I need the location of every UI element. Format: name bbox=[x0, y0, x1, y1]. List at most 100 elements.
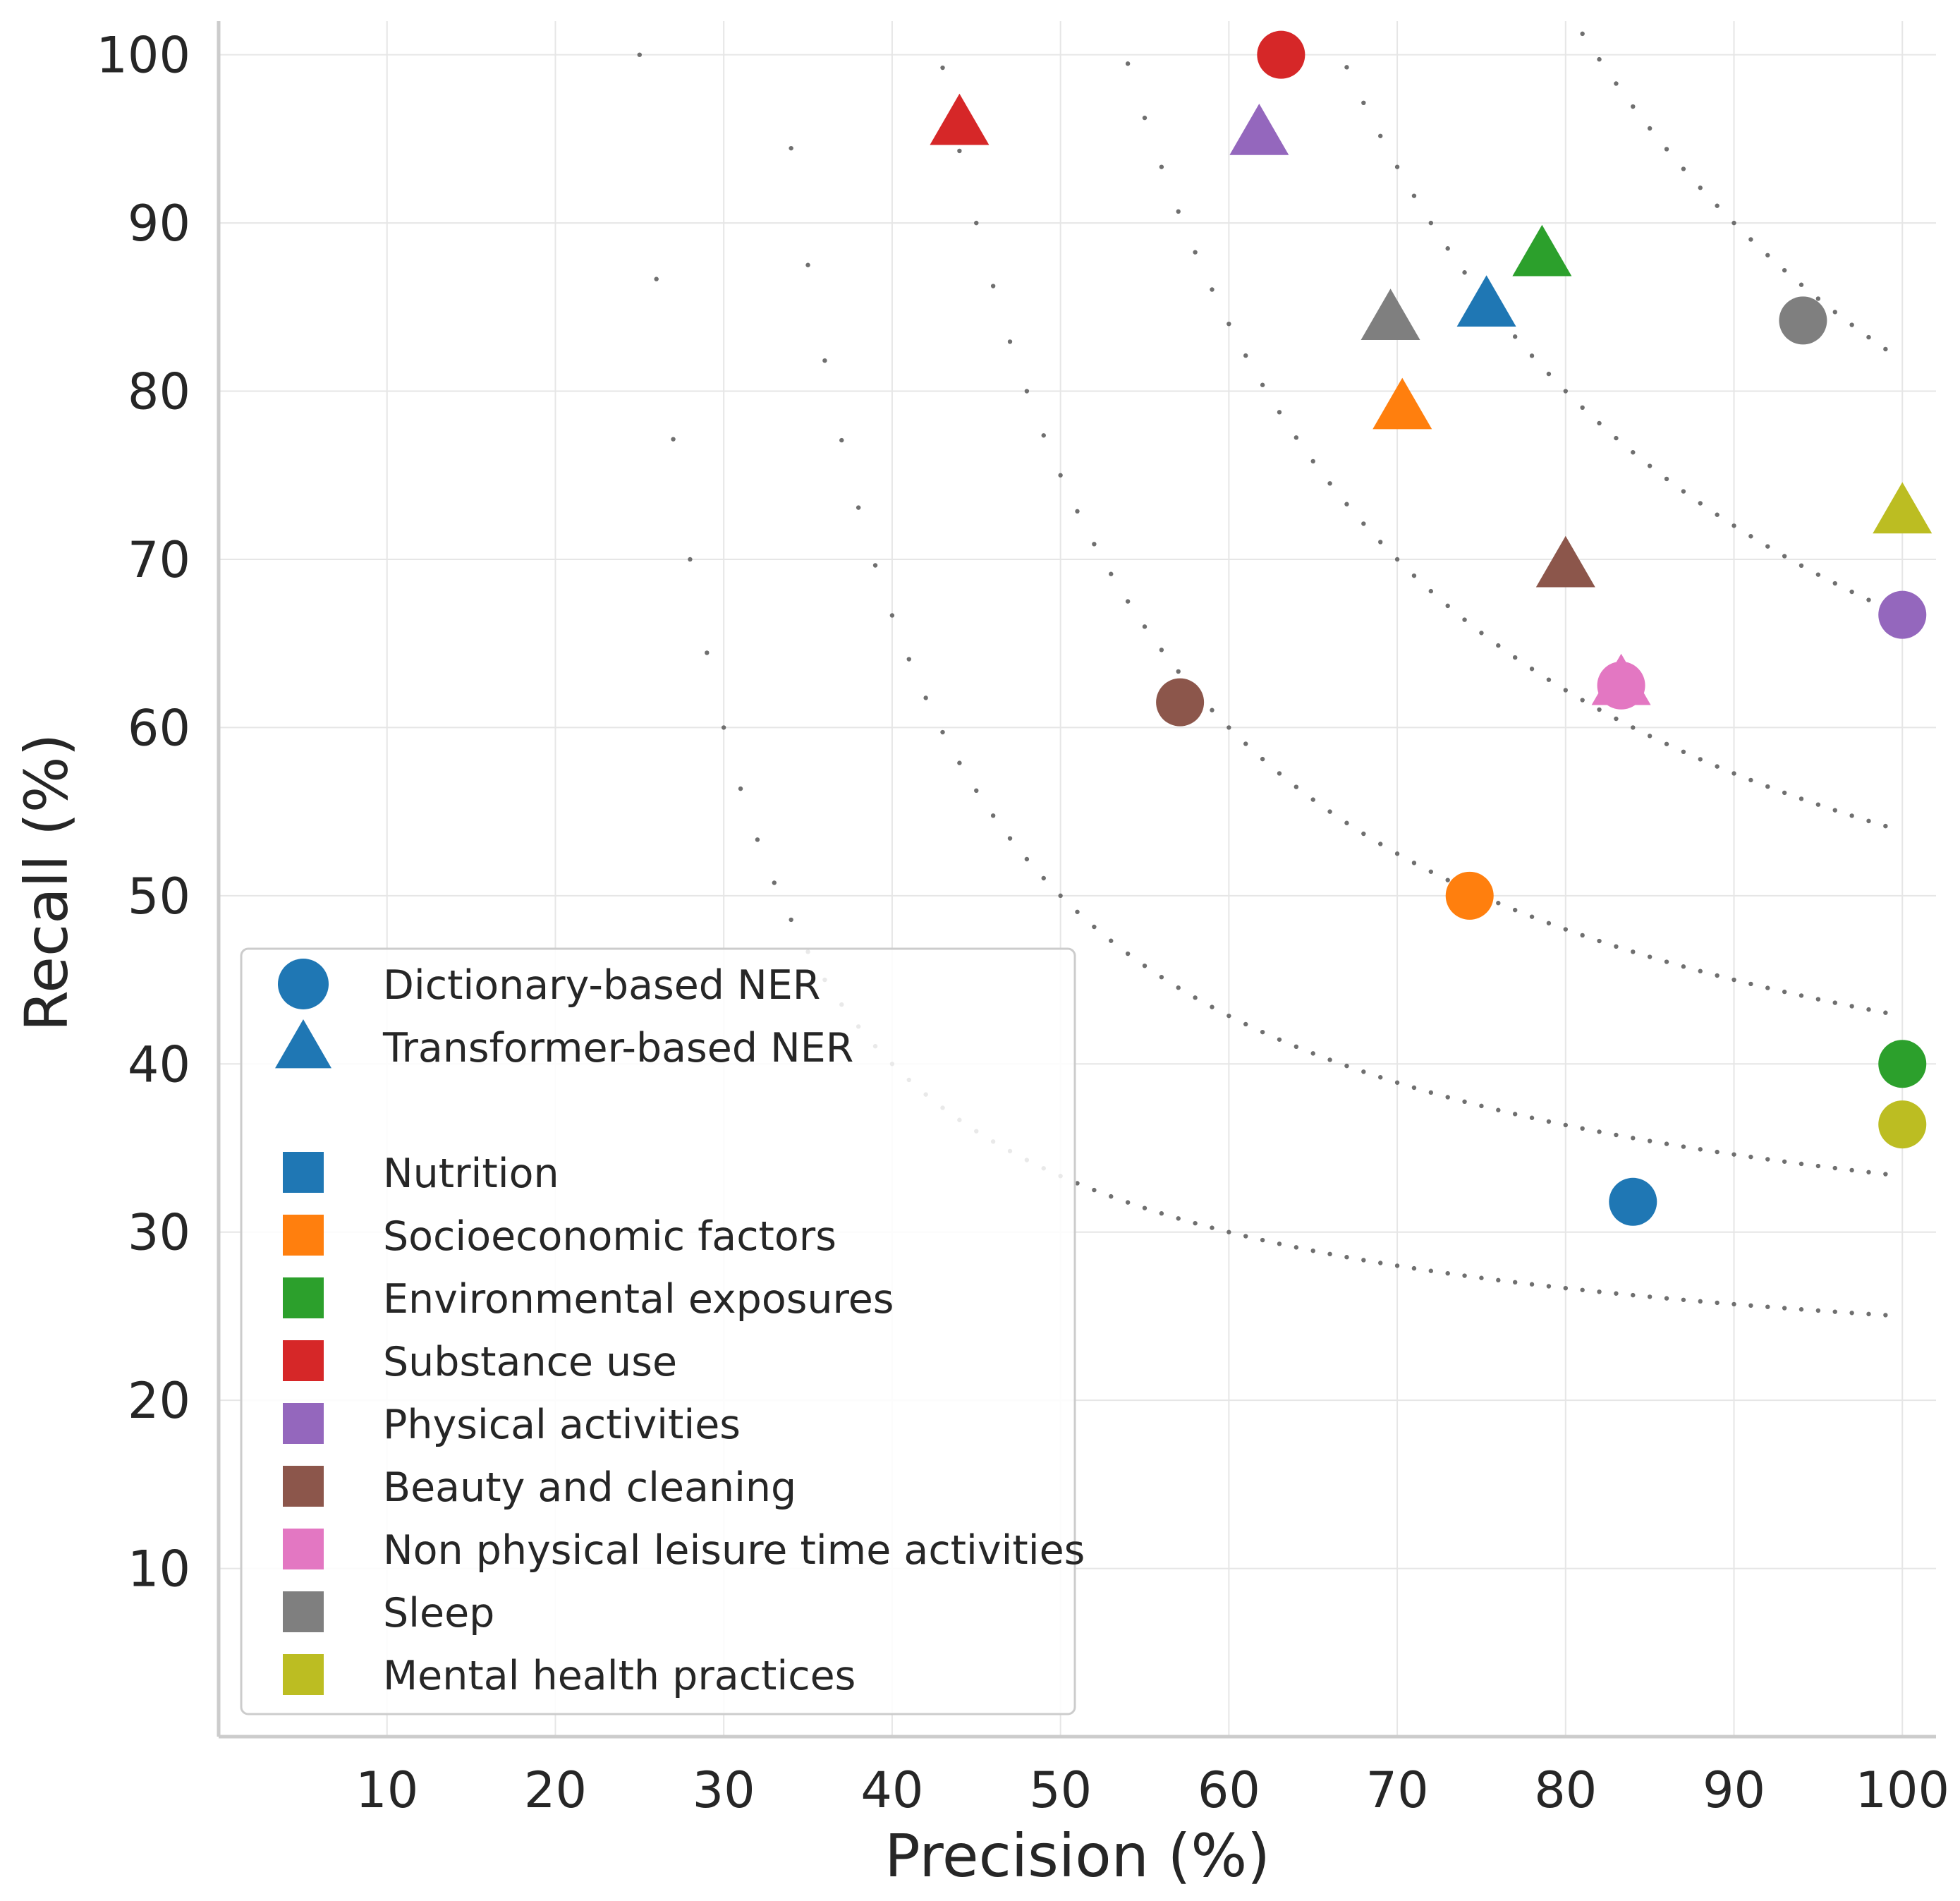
iso-f1-dot bbox=[1866, 1170, 1871, 1174]
point-physical-activities-transformer bbox=[1229, 104, 1289, 155]
y-axis-label: Recall (%) bbox=[12, 734, 81, 1032]
iso-f1-dot bbox=[957, 148, 962, 154]
iso-f1-dot bbox=[1866, 597, 1871, 602]
iso-f1-dot bbox=[1731, 1152, 1736, 1157]
iso-f1-dot bbox=[1529, 1282, 1535, 1287]
legend-label: Substance use bbox=[383, 1339, 677, 1385]
iso-f1-dot bbox=[1597, 56, 1602, 62]
x-tick-labels: 10 20 30 40 50 60 70 80 90 100 bbox=[355, 1761, 1949, 1819]
iso-f1-dot bbox=[721, 725, 726, 730]
iso-f1-dot bbox=[1512, 1112, 1518, 1117]
iso-f1-dot bbox=[1210, 287, 1215, 292]
iso-f1-dot bbox=[805, 262, 810, 267]
iso-f1-dot bbox=[1715, 512, 1719, 517]
iso-f1-dot bbox=[1832, 310, 1837, 315]
iso-f1-dot bbox=[1748, 777, 1753, 783]
iso-f1-dot bbox=[1580, 933, 1585, 938]
iso-f1-dot bbox=[1715, 1300, 1719, 1306]
y-tick-labels: 10 20 30 40 50 60 70 80 90 100 bbox=[96, 27, 190, 1598]
iso-f1-dot bbox=[1883, 346, 1888, 352]
iso-f1-dot bbox=[1563, 1122, 1569, 1128]
iso-f1-dot bbox=[940, 65, 945, 71]
iso-f1-dot bbox=[1142, 115, 1148, 121]
legend-item-mental-health-practices: Mental health practices bbox=[283, 1653, 856, 1699]
iso-f1-dot bbox=[1698, 501, 1703, 506]
iso-f1-dot bbox=[1512, 907, 1518, 913]
iso-f1-dot bbox=[1512, 655, 1518, 660]
iso-f1-dot bbox=[1428, 1268, 1434, 1273]
iso-f1-dot bbox=[1664, 476, 1669, 482]
iso-f1-dot bbox=[1614, 1291, 1619, 1296]
iso-f1-dot bbox=[1327, 1057, 1332, 1062]
iso-f1-dot bbox=[1698, 1147, 1703, 1152]
iso-f1-dot bbox=[1664, 1141, 1669, 1146]
iso-f1-dot bbox=[1344, 1255, 1349, 1260]
iso-f1-dot bbox=[1782, 989, 1787, 995]
iso-f1-dot bbox=[1445, 603, 1450, 609]
point-environmental-exposures-dictionary bbox=[1878, 1040, 1927, 1088]
iso-f1-dot bbox=[1361, 1069, 1366, 1074]
y-tick-label: 90 bbox=[128, 195, 190, 253]
iso-f1-dot bbox=[1782, 790, 1787, 796]
legend-color-swatch bbox=[283, 1654, 324, 1695]
iso-f1-dot bbox=[1597, 1129, 1602, 1134]
iso-f1-dot bbox=[1344, 820, 1349, 825]
iso-f1-dot bbox=[1159, 1211, 1164, 1216]
iso-f1-dot bbox=[1664, 147, 1669, 152]
iso-f1-dot bbox=[1411, 573, 1417, 578]
iso-f1-dot bbox=[1361, 831, 1366, 837]
x-tick-label: 100 bbox=[1855, 1761, 1949, 1819]
legend-item-beauty-and-cleaning: Beauty and cleaning bbox=[283, 1464, 796, 1511]
legend-item-transformer-based-ner: Transformer-based NER bbox=[275, 1019, 853, 1071]
legend-color-swatch bbox=[283, 1152, 324, 1193]
iso-f1-dot bbox=[1125, 1200, 1131, 1205]
iso-f1-dot bbox=[923, 696, 928, 700]
iso-f1-dot bbox=[1631, 1292, 1636, 1298]
iso-f1-dot bbox=[1479, 631, 1484, 636]
iso-f1-dot bbox=[1866, 1007, 1871, 1012]
iso-f1-dot bbox=[1462, 270, 1467, 275]
iso-f1-dot bbox=[1142, 963, 1148, 968]
iso-f1-dot bbox=[1715, 1149, 1719, 1155]
iso-f1-dot bbox=[1394, 851, 1400, 856]
iso-f1-dot bbox=[1445, 1095, 1450, 1100]
iso-f1-dot bbox=[1479, 1103, 1484, 1109]
iso-f1-dot bbox=[1580, 405, 1585, 411]
iso-f1-dot bbox=[1664, 1296, 1669, 1301]
iso-f1-dot bbox=[789, 917, 793, 923]
iso-f1-dot bbox=[1849, 322, 1854, 327]
legend-frame bbox=[240, 947, 1076, 1715]
iso-f1-dot bbox=[1815, 1308, 1821, 1313]
iso-f1-dot bbox=[1512, 1280, 1518, 1285]
iso-f1-dot bbox=[1176, 985, 1181, 990]
iso-f1-dot bbox=[1546, 677, 1552, 682]
iso-f1-dot bbox=[1092, 542, 1097, 547]
iso-f1-dot bbox=[1462, 1273, 1467, 1278]
iso-f1-dot bbox=[688, 557, 693, 562]
iso-f1-dot bbox=[1226, 1229, 1231, 1234]
iso-f1-dot bbox=[1294, 435, 1299, 440]
iso-f1-dot bbox=[1428, 588, 1434, 594]
iso-f1-dot bbox=[1075, 509, 1080, 514]
iso-f1-dot bbox=[705, 650, 710, 655]
iso-f1-dot bbox=[1428, 1090, 1434, 1095]
iso-f1-dot bbox=[1647, 734, 1652, 739]
iso-f1-dot bbox=[1815, 296, 1821, 301]
legend-label: Nutrition bbox=[383, 1150, 559, 1197]
iso-f1-dot bbox=[1193, 1220, 1198, 1226]
iso-f1-dot bbox=[1698, 757, 1703, 762]
legend-triangle-marker bbox=[275, 1019, 331, 1069]
iso-f1-dot bbox=[1378, 842, 1383, 846]
iso-f1-dot bbox=[1748, 1303, 1753, 1308]
iso-f1-curve-0.4 bbox=[637, 52, 1888, 1318]
iso-f1-dot bbox=[1327, 481, 1332, 486]
iso-f1-dot bbox=[1647, 463, 1652, 468]
iso-f1-dot bbox=[1798, 993, 1804, 998]
iso-f1-dot bbox=[1597, 1289, 1602, 1294]
iso-f1-dot bbox=[1344, 502, 1349, 506]
iso-f1-dot bbox=[1125, 599, 1131, 604]
iso-f1-dot bbox=[1563, 1285, 1569, 1291]
iso-f1-dot bbox=[1529, 667, 1535, 672]
iso-f1-dot bbox=[906, 657, 911, 662]
iso-f1-dot bbox=[1496, 1277, 1501, 1283]
